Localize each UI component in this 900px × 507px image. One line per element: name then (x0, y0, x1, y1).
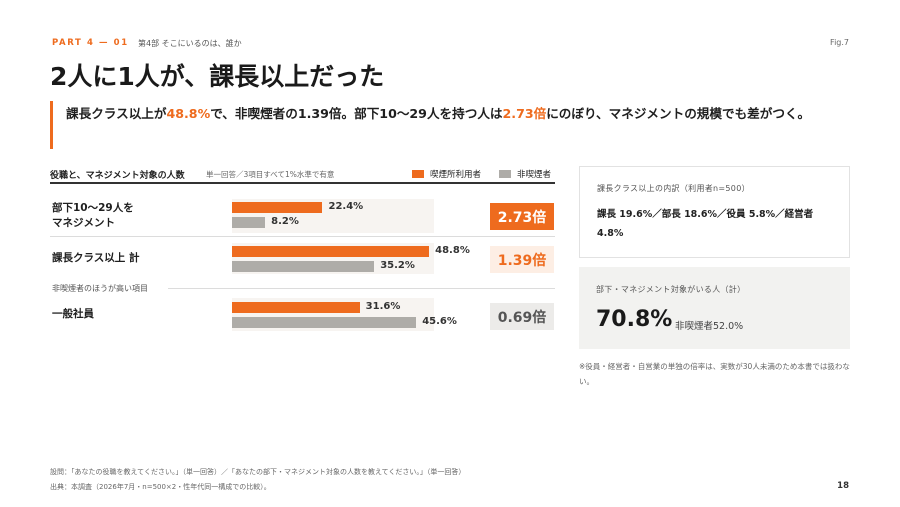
page-title: 2人に1人が、課長以上だった (50, 62, 385, 91)
bar-non-smoker (232, 317, 417, 328)
footnote: ※役員・経営者・自営業の単独の倍率は、実数が30人未満のため本書では扱わない。 (579, 362, 850, 386)
chart-note: 単一回答／3項目すべて1%水準で有意 (206, 170, 335, 179)
page-number: 18 (837, 481, 849, 491)
legend-non: 非喫煙者 (499, 168, 551, 180)
management-card-value: 70.8% (596, 307, 673, 332)
figure-number: Fig.7 (830, 38, 849, 47)
data-label-user: 48.8% (435, 245, 470, 256)
row-divider (50, 236, 555, 237)
bar-user (232, 202, 323, 213)
chart-header-rule (50, 182, 555, 184)
legend-user: 喫煙所利用者 (412, 168, 481, 180)
legend-swatch-non (499, 170, 511, 178)
lead-part-3: にのぼり、マネジメントの規模でも差がつく。 (546, 106, 811, 121)
management-card: 部下・マネジメント対象がいる人（計） 70.8% 非喫煙者52.0% (579, 267, 850, 349)
legend-label-user: 喫煙所利用者 (430, 170, 482, 180)
management-card-heading: 部下・マネジメント対象がいる人（計） (596, 285, 746, 294)
ratio-badge: 0.69倍 (490, 303, 554, 330)
lead-highlight-1: 48.8% (166, 106, 211, 121)
bar-non-smoker (232, 261, 375, 272)
row-label-line: 課長クラス以上 計 (52, 252, 140, 264)
lead-accent-bar (50, 101, 53, 149)
data-label-non-smoker: 45.6% (422, 316, 457, 327)
bar-user (232, 246, 430, 257)
survey-question-note: 設問：「あなたの役職を教えてください。」（単一回答）／「あなたの部下・マネジメン… (50, 468, 466, 476)
subsection-label: 非喫煙者のほうが高い項目 (52, 284, 148, 293)
lead-part-2: で、非喫煙者の1.39倍。部下10〜29人を持つ人は (210, 106, 503, 121)
bar-user (232, 302, 360, 313)
data-label-user: 22.4% (328, 201, 364, 212)
bar-track: 22.4% 8.2% (232, 199, 434, 233)
breakdown-card-heading: 課長クラス以上の内訳（利用者n=500） (597, 184, 750, 193)
breakdown-card: 課長クラス以上の内訳（利用者n=500） 課長 19.6%／部長 18.6%／役… (579, 166, 850, 258)
data-label-non-smoker: 8.2% (271, 216, 299, 227)
part-subtitle: 第4部 そこにいるのは、誰か (138, 39, 242, 48)
bar-track: 31.6% 45.6% (232, 298, 457, 331)
management-card-comparison: 非喫煙者52.0% (675, 321, 744, 332)
lead-highlight-2: 2.73倍 (502, 106, 547, 121)
ratio-badge: 1.39倍 (490, 246, 554, 273)
row-label: 一般社員 (52, 307, 94, 322)
chart-title: 役職と、マネジメント対象の人数 (50, 171, 185, 181)
row-label: 課長クラス以上 計 (52, 251, 139, 266)
ratio-badge: 2.73倍 (490, 203, 554, 230)
row-label: 部下10〜29人を マネジメント (52, 201, 134, 231)
breakdown-card-body: 課長 19.6%／部長 18.6%／役員 5.8%／経営者 4.8% (597, 209, 814, 239)
legend-label-non: 非喫煙者 (517, 170, 552, 180)
lead-text: 課長クラス以上が48.8%で、非喫煙者の1.39倍。部下10〜29人を持つ人は2… (66, 103, 856, 125)
source-note: 出典：本調査（2026年7月・n=500×2・性年代同一構成での比較）。 (50, 483, 271, 491)
row-label-line: 一般社員 (52, 308, 94, 320)
row-label-line: マネジメント (52, 217, 115, 229)
bar-track: 48.8% 35.2% (232, 243, 470, 274)
subsection-rule (168, 288, 555, 289)
part-label: PART 4 — 01 (52, 38, 129, 48)
lead-part-1: 課長クラス以上が (66, 106, 167, 121)
bar-non-smoker (232, 217, 266, 228)
row-label-line: 部下10〜29人を (52, 202, 134, 214)
data-label-user: 31.6% (365, 301, 401, 312)
legend-swatch-user (412, 170, 424, 178)
data-label-non-smoker: 35.2% (380, 260, 415, 271)
